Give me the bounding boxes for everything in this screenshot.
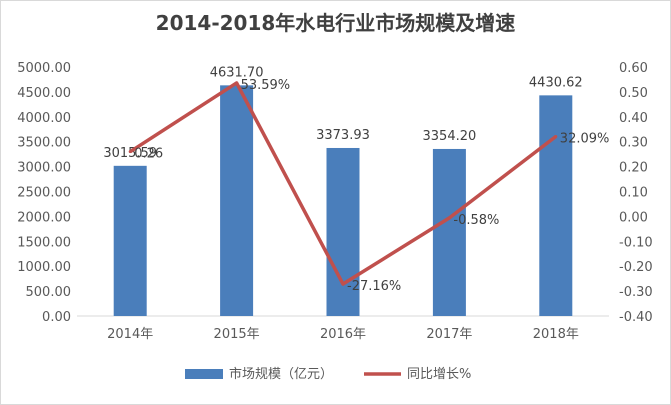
x-axis-tick-label: 2016年 bbox=[320, 327, 366, 342]
bar bbox=[220, 85, 254, 316]
line-data-label: 0.26 bbox=[134, 147, 163, 162]
left-axis-tick-label: 0.00 bbox=[42, 310, 71, 325]
line-data-label: -0.58% bbox=[453, 213, 499, 228]
line-data-label: 32.09% bbox=[560, 131, 610, 146]
legend-bar-swatch bbox=[185, 369, 223, 379]
right-axis-tick-label: 0.60 bbox=[619, 61, 648, 76]
growth-point bbox=[554, 134, 558, 138]
left-axis-tick-label: 500.00 bbox=[26, 285, 72, 300]
right-axis-tick-label: -0.30 bbox=[619, 285, 653, 300]
left-axis-tick-label: 2000.00 bbox=[17, 210, 71, 225]
bar bbox=[326, 147, 360, 316]
bar bbox=[432, 148, 466, 316]
right-axis-tick-label: 0.40 bbox=[619, 111, 648, 126]
bar bbox=[539, 95, 573, 316]
growth-point bbox=[341, 282, 345, 286]
right-axis-tick-label: 0.00 bbox=[619, 210, 648, 225]
line-data-label: -27.16% bbox=[347, 279, 401, 294]
left-axis-tick-label: 4500.00 bbox=[17, 86, 71, 101]
left-axis-tick-label: 3500.00 bbox=[17, 136, 71, 151]
chart-title: 2014-2018年水电行业市场规模及增速 bbox=[155, 11, 516, 35]
bar-data-label: 4430.62 bbox=[529, 75, 583, 90]
x-axis-tick-label: 2018年 bbox=[533, 327, 579, 342]
bar bbox=[113, 165, 147, 316]
legend-bar-label: 市场规模（亿元） bbox=[229, 366, 333, 382]
line-data-label: 53.59% bbox=[241, 78, 291, 93]
right-axis-tick-label: -0.40 bbox=[619, 310, 653, 325]
left-axis-tick-label: 3000.00 bbox=[17, 161, 71, 176]
right-axis-tick-label: 0.10 bbox=[619, 186, 648, 201]
growth-point bbox=[235, 81, 239, 85]
x-axis-tick-label: 2014年 bbox=[107, 327, 153, 342]
left-axis-tick-label: 1500.00 bbox=[17, 235, 71, 250]
x-axis-tick-label: 2015年 bbox=[214, 327, 260, 342]
legend-line-label: 同比增长% bbox=[407, 367, 471, 382]
right-axis-tick-label: 0.20 bbox=[619, 161, 648, 176]
right-axis-tick-label: -0.10 bbox=[619, 235, 653, 250]
bar-data-label: 3015.59 bbox=[103, 146, 157, 161]
left-axis-tick-label: 5000.00 bbox=[17, 61, 71, 76]
bar-data-label: 3354.20 bbox=[423, 129, 477, 144]
left-axis-tick-label: 4000.00 bbox=[17, 111, 71, 126]
right-axis-tick-label: -0.20 bbox=[619, 260, 653, 275]
right-axis-tick-label: 0.30 bbox=[619, 136, 648, 151]
left-axis-tick-label: 1000.00 bbox=[17, 260, 71, 275]
bar-data-label: 3373.93 bbox=[316, 128, 370, 143]
bar-data-label: 4631.70 bbox=[210, 65, 264, 80]
growth-point bbox=[128, 150, 132, 154]
left-axis-tick-label: 2500.00 bbox=[17, 186, 71, 201]
right-axis-tick-label: 0.50 bbox=[619, 86, 648, 101]
x-axis-tick-label: 2017年 bbox=[426, 327, 472, 342]
growth-point bbox=[447, 216, 451, 220]
